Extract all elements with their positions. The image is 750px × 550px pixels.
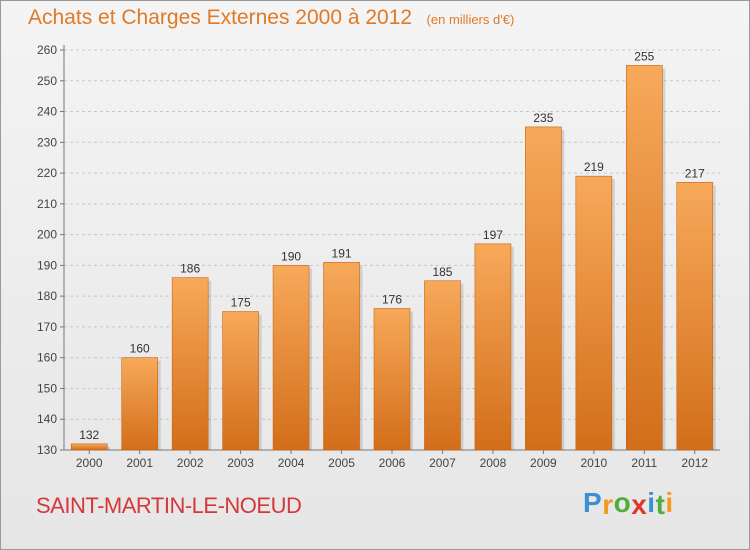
data-label: 191: [332, 246, 352, 260]
data-label: 219: [584, 160, 604, 174]
bar-2005: [323, 262, 360, 451]
logo-letter: P: [583, 487, 603, 518]
bar-2009: [525, 126, 562, 451]
x-tick-label: 2003: [227, 456, 254, 470]
bar-2000: [70, 443, 108, 451]
y-tick-label: 240: [37, 105, 57, 119]
data-label: 235: [533, 111, 553, 125]
data-label: 190: [281, 249, 301, 263]
y-tick-label: 180: [37, 289, 57, 303]
x-tick-label: 2002: [177, 456, 204, 470]
bar-2012: [676, 182, 714, 451]
data-label: 255: [634, 49, 654, 63]
y-tick-label: 230: [37, 135, 57, 149]
y-tick-label: 170: [37, 320, 57, 334]
data-label: 197: [483, 228, 503, 242]
chart-title: Achats et Charges Externes 2000 à 2012 (…: [28, 6, 514, 30]
bar-2003: [222, 311, 259, 451]
data-label: 160: [130, 342, 150, 356]
x-tick-label: 2007: [429, 456, 456, 470]
x-tick-label: 2008: [480, 456, 507, 470]
x-tick-label: 2009: [530, 456, 557, 470]
data-label: 186: [180, 262, 200, 276]
commune-name: SAINT-MARTIN-LE-NOEUD: [36, 493, 302, 518]
x-tick-label: 2011: [631, 456, 657, 470]
y-tick-label: 250: [37, 74, 57, 88]
data-label: 175: [231, 296, 251, 310]
x-tick-label: 2012: [681, 456, 708, 470]
bar-2010: [575, 175, 613, 451]
x-tick-label: 2006: [379, 456, 406, 470]
x-tick-label: 2010: [580, 456, 607, 470]
logo-letter: o: [613, 487, 632, 518]
chart-title-main: Achats et Charges Externes 2000 à 2012: [28, 6, 413, 29]
data-label: 185: [432, 265, 452, 279]
bar-2011: [626, 65, 663, 451]
data-label: 132: [79, 428, 99, 442]
bar-2004: [272, 265, 310, 451]
bar-2002: [171, 277, 209, 451]
y-tick-label: 210: [37, 197, 57, 211]
y-tick-label: 200: [37, 228, 57, 242]
logo-letter: r: [602, 489, 614, 520]
bar-2001: [121, 357, 158, 451]
bar-2006: [373, 308, 411, 451]
logo-letter: i: [647, 487, 656, 518]
y-tick-label: 130: [37, 443, 57, 457]
y-tick-label: 190: [37, 258, 57, 272]
x-tick-label: 2001: [126, 456, 153, 470]
logo-letter: i: [665, 487, 674, 518]
proxiti-logo: Proxiti: [583, 487, 674, 520]
data-label: 217: [685, 166, 705, 180]
logo-letter: x: [631, 489, 648, 520]
x-tick-label: 2004: [278, 456, 305, 470]
y-tick-label: 220: [37, 166, 57, 180]
data-label: 176: [382, 292, 402, 306]
bar-2008: [474, 243, 512, 451]
chart-subtitle: (en milliers d'€): [426, 12, 515, 27]
logo-letter: t: [655, 489, 666, 520]
x-tick-label: 2000: [76, 456, 103, 470]
y-tick-label: 260: [37, 43, 57, 57]
y-tick-label: 160: [37, 351, 57, 365]
y-tick-label: 140: [37, 412, 57, 426]
y-tick-label: 150: [37, 381, 57, 395]
x-tick-label: 2005: [328, 456, 355, 470]
bar-2007: [424, 280, 461, 451]
